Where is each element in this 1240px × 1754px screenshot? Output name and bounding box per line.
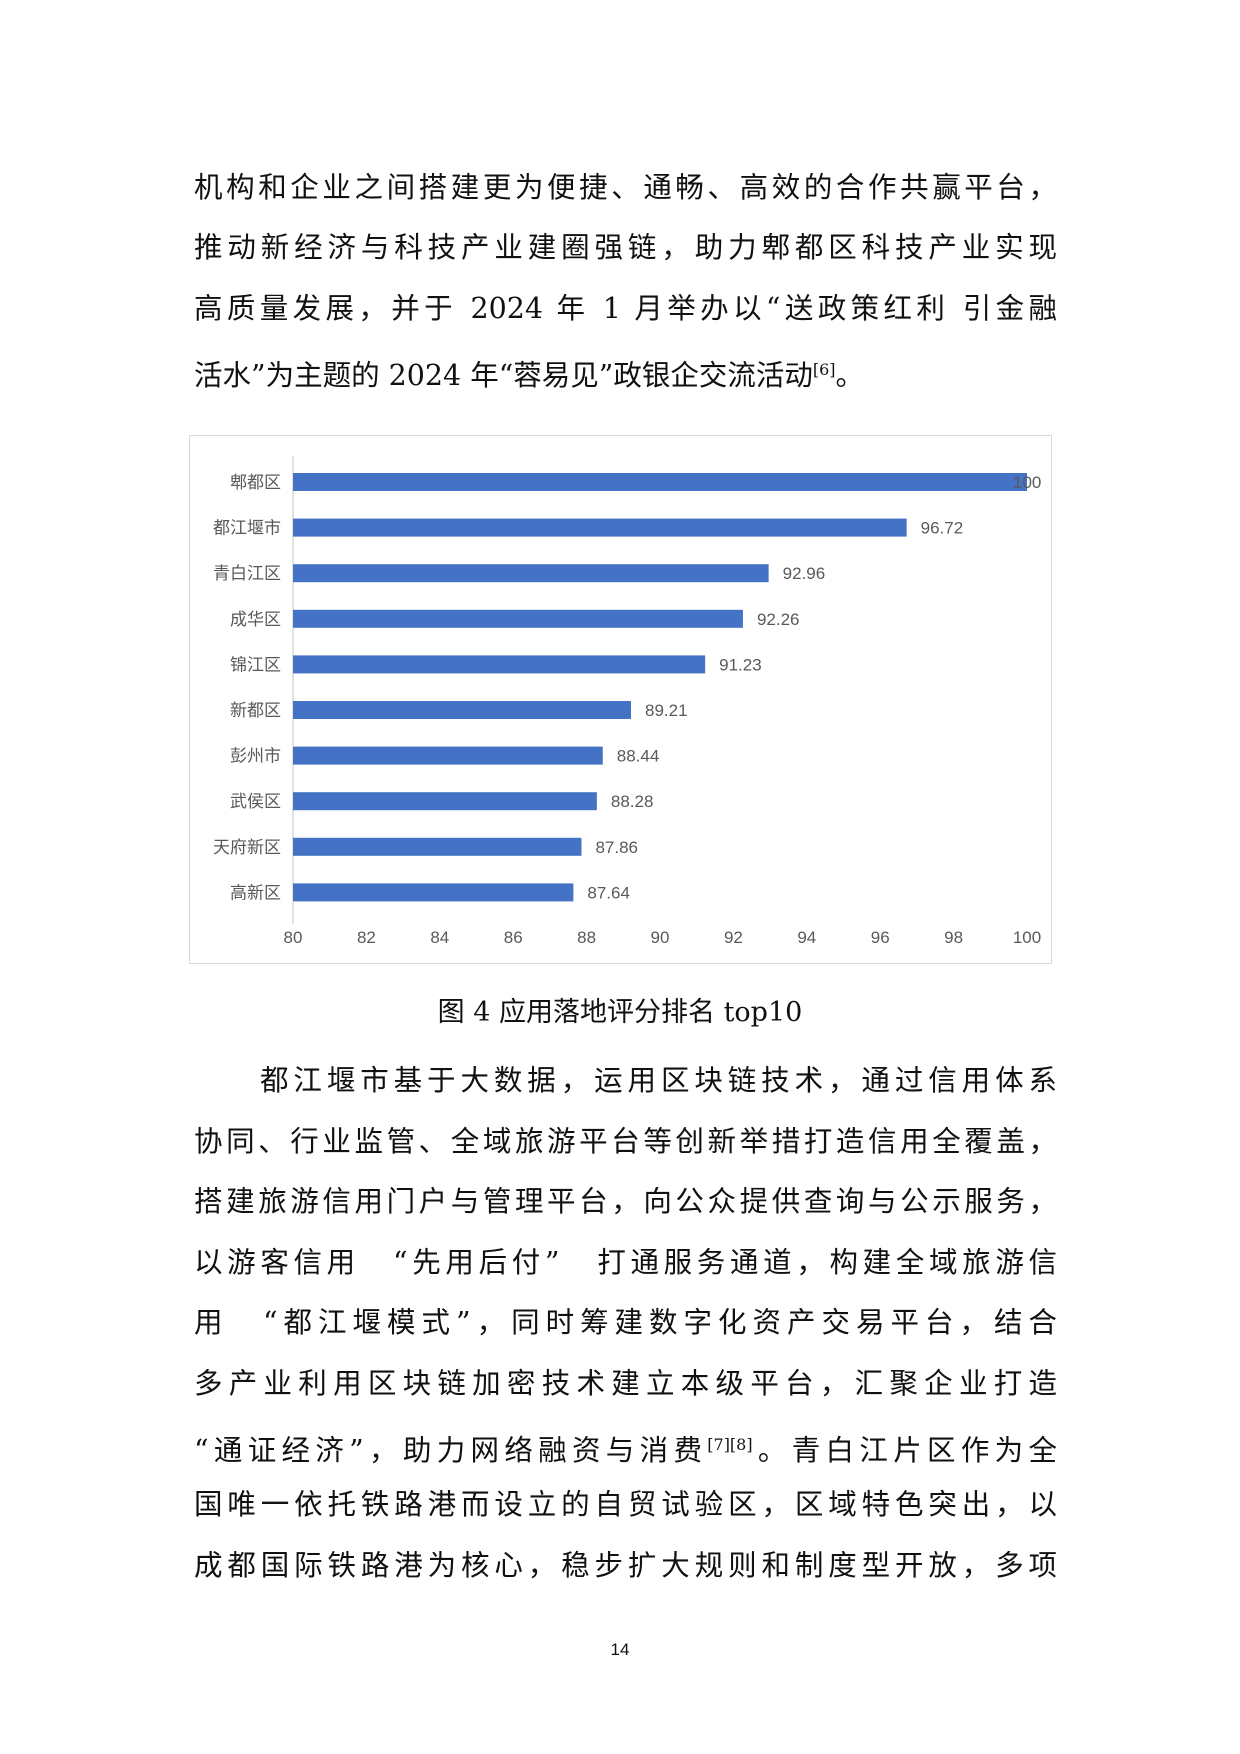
- citation[interactable]: [6]: [812, 360, 836, 379]
- bar: [293, 518, 907, 537]
- text-line: 都江堰市基于大数据，运用区块链技术，通过信用体系: [260, 1064, 1057, 1097]
- bar: [293, 746, 603, 765]
- data-label: 88.44: [617, 747, 660, 766]
- text-line: “通证经济”，助力网络融资与消费[7][8]。青白江片区作为全: [194, 1425, 1057, 1471]
- data-label: 88.28: [611, 792, 654, 811]
- bar: [293, 473, 1027, 491]
- data-label: 96.72: [921, 519, 964, 538]
- figure-caption: 图 4 应用落地评分排名 top10: [437, 997, 803, 1028]
- x-tick-label: 90: [651, 928, 670, 947]
- text-line: 多产业利用区块链加密技术建立本级平台，汇聚企业打造: [194, 1367, 1057, 1400]
- text-line: 推动新经济与科技产业建圈强链，助力郫都区科技产业实现: [194, 231, 1057, 264]
- x-tick-label: 92: [724, 928, 743, 947]
- category-label: 锦江区: [230, 655, 281, 675]
- x-tick-label: 100: [1013, 928, 1041, 947]
- text: 。: [835, 359, 865, 392]
- category-label: 彭州市: [230, 747, 281, 767]
- text: 。青白江片区作为全: [752, 1434, 1057, 1467]
- text: 活水”为主题的 2024 年“蓉易见”政银企交流活动: [194, 359, 813, 392]
- category-label: 都江堰市: [213, 519, 281, 539]
- bar: [293, 655, 706, 674]
- bar: [293, 609, 743, 628]
- data-label: 91.23: [719, 655, 762, 674]
- text-line: 协同、行业监管、全域旅游平台等创新举措打造信用全覆盖，: [194, 1125, 1057, 1158]
- category-label: 成华区: [230, 610, 281, 630]
- text-line: 机构和企业之间搭建更为便捷、通畅、高效的合作共赢平台，: [194, 171, 1057, 204]
- x-tick-label: 80: [284, 928, 303, 947]
- bar: [293, 837, 582, 856]
- category-label: 高新区: [230, 883, 281, 903]
- x-tick-label: 84: [430, 928, 449, 947]
- category-label: 青白江区: [213, 564, 281, 584]
- bar: [293, 564, 769, 583]
- data-label: 87.86: [595, 838, 638, 857]
- data-label: 89.21: [645, 701, 688, 720]
- bar: [293, 701, 632, 719]
- category-label: 新都区: [230, 701, 281, 721]
- text-line: 以游客信用 “先用后付” 打通服务通道，构建全域旅游信: [194, 1246, 1057, 1279]
- text-line: 高质量发展，并于 2024 年 1 月举办以“送政策红利 引金融: [194, 292, 1057, 325]
- data-label: 100: [1013, 473, 1041, 492]
- x-tick-label: 88: [577, 928, 596, 947]
- text-line: 用 “都江堰模式”，同时筹建数字化资产交易平台，结合: [194, 1306, 1057, 1339]
- text-line: 活水”为主题的 2024 年“蓉易见”政银企交流活动[6]。: [194, 350, 1057, 396]
- x-tick-label: 94: [797, 928, 816, 947]
- bar-chart: 郫都区 100 都江堰市 96.72 青白江区 92.96 成华区 92.26 锦江区 91.23…: [189, 435, 1052, 964]
- x-tick-label: 82: [357, 928, 376, 947]
- data-label: 92.26: [757, 610, 800, 629]
- text: “通证经济”，助力网络融资与消费: [194, 1434, 708, 1467]
- category-label: 天府新区: [213, 838, 281, 858]
- citation[interactable]: [7][8]: [707, 1435, 753, 1454]
- bar: [293, 883, 574, 902]
- page-number: 14: [610, 1640, 630, 1659]
- chart-svg: 郫都区 100 都江堰市 96.72 青白江区 92.96 成华区 92.26 锦江区 91.23…: [213, 456, 1041, 947]
- category-label: 武侯区: [230, 792, 281, 812]
- data-label: 87.64: [587, 883, 630, 902]
- x-tick-label: 98: [944, 928, 963, 947]
- bar: [293, 792, 597, 811]
- text-line: 搭建旅游信用门户与管理平台，向公众提供查询与公示服务，: [194, 1185, 1057, 1218]
- x-tick-label: 86: [504, 928, 523, 947]
- text-line: 成都国际铁路港为核心，稳步扩大规则和制度型开放，多项: [194, 1549, 1057, 1582]
- x-tick-label: 96: [871, 928, 890, 947]
- text-line: 国唯一依托铁路港而设立的自贸试验区，区域特色突出，以: [194, 1488, 1057, 1521]
- data-label: 92.96: [783, 564, 826, 583]
- category-label: 郫都区: [230, 473, 281, 493]
